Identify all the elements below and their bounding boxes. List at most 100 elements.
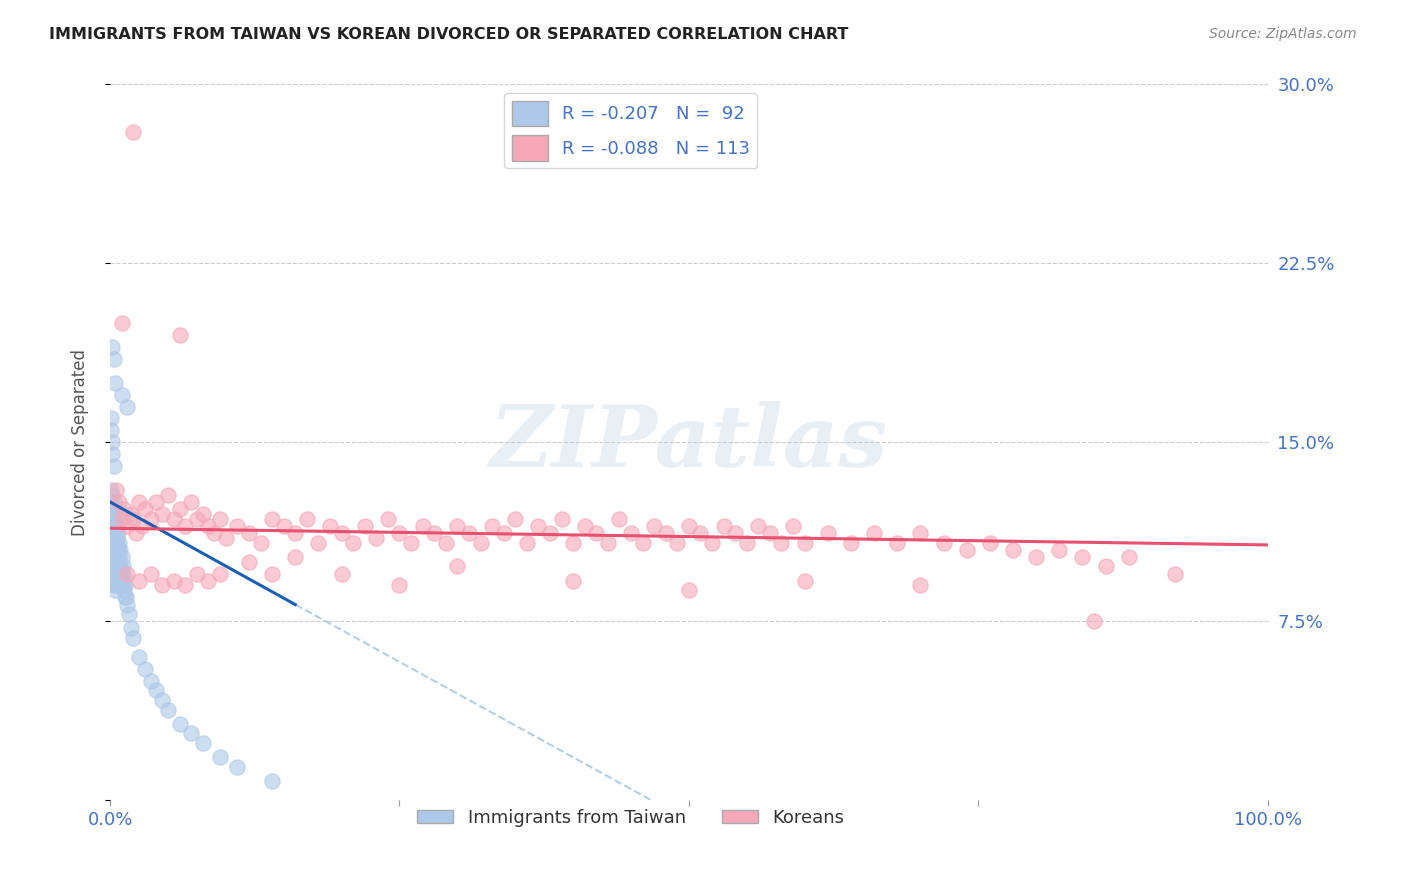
Point xyxy=(122,631,145,645)
Point xyxy=(446,519,468,533)
Point xyxy=(111,564,134,578)
Point xyxy=(100,535,122,549)
Point xyxy=(1047,542,1070,557)
Point xyxy=(180,495,202,509)
Point xyxy=(108,535,131,549)
Point xyxy=(103,495,125,509)
Point xyxy=(180,726,202,740)
Point xyxy=(100,424,122,438)
Point xyxy=(863,526,886,541)
Point xyxy=(932,535,955,549)
Point xyxy=(689,526,711,541)
Point xyxy=(117,519,139,533)
Point xyxy=(107,571,129,585)
Point xyxy=(111,559,134,574)
Point xyxy=(319,519,342,533)
Point xyxy=(273,519,295,533)
Point xyxy=(481,519,503,533)
Point xyxy=(910,578,932,592)
Point xyxy=(105,574,128,588)
Point xyxy=(128,650,150,665)
Point xyxy=(492,526,515,541)
Point xyxy=(238,526,260,541)
Point xyxy=(101,535,124,549)
Point xyxy=(470,535,492,549)
Point xyxy=(104,511,127,525)
Point xyxy=(747,519,769,533)
Point xyxy=(114,578,136,592)
Point xyxy=(107,541,129,555)
Point xyxy=(101,574,124,588)
Point xyxy=(700,535,723,549)
Point xyxy=(103,555,125,569)
Point xyxy=(654,526,676,541)
Point xyxy=(117,566,139,581)
Text: ZIPatlas: ZIPatlas xyxy=(489,401,889,484)
Point xyxy=(186,511,208,525)
Point xyxy=(678,519,700,533)
Point xyxy=(101,555,124,569)
Point xyxy=(108,564,131,578)
Point xyxy=(169,328,191,343)
Point xyxy=(574,519,596,533)
Point xyxy=(104,555,127,569)
Y-axis label: Divorced or Separated: Divorced or Separated xyxy=(72,349,89,536)
Point xyxy=(1001,542,1024,557)
Point xyxy=(191,507,214,521)
Point xyxy=(150,578,173,592)
Point xyxy=(139,511,162,525)
Point xyxy=(110,542,132,557)
Point xyxy=(191,736,214,750)
Point xyxy=(103,542,125,557)
Point xyxy=(979,535,1001,549)
Point xyxy=(503,511,526,525)
Point xyxy=(100,559,122,574)
Point xyxy=(724,526,747,541)
Point xyxy=(839,535,862,549)
Point xyxy=(197,519,219,533)
Point xyxy=(1071,549,1094,564)
Point xyxy=(666,535,689,549)
Point xyxy=(103,531,125,545)
Point xyxy=(122,511,145,525)
Point xyxy=(609,511,631,525)
Point xyxy=(117,598,139,612)
Point xyxy=(103,507,125,521)
Point xyxy=(139,673,162,688)
Point xyxy=(1094,559,1116,574)
Point xyxy=(100,495,122,509)
Point xyxy=(330,526,353,541)
Point xyxy=(107,557,129,571)
Point xyxy=(307,535,329,549)
Point xyxy=(782,519,804,533)
Point xyxy=(759,526,782,541)
Point xyxy=(104,376,127,390)
Point xyxy=(128,495,150,509)
Point xyxy=(103,459,125,474)
Point xyxy=(122,125,145,139)
Point xyxy=(596,535,619,549)
Point xyxy=(100,566,122,581)
Point xyxy=(330,566,353,581)
Point xyxy=(163,511,186,525)
Point xyxy=(388,526,411,541)
Point xyxy=(284,526,307,541)
Point xyxy=(101,511,124,525)
Point xyxy=(1164,566,1187,581)
Point xyxy=(105,531,128,545)
Point xyxy=(202,526,225,541)
Point xyxy=(353,519,375,533)
Point xyxy=(100,542,122,557)
Point xyxy=(100,526,122,541)
Point xyxy=(366,531,388,545)
Point xyxy=(770,535,793,549)
Point xyxy=(910,526,932,541)
Point xyxy=(104,569,127,583)
Point xyxy=(134,662,156,676)
Point xyxy=(103,578,125,592)
Point xyxy=(550,511,572,525)
Point xyxy=(1025,549,1047,564)
Point xyxy=(156,702,179,716)
Point xyxy=(101,447,124,461)
Point xyxy=(226,760,249,774)
